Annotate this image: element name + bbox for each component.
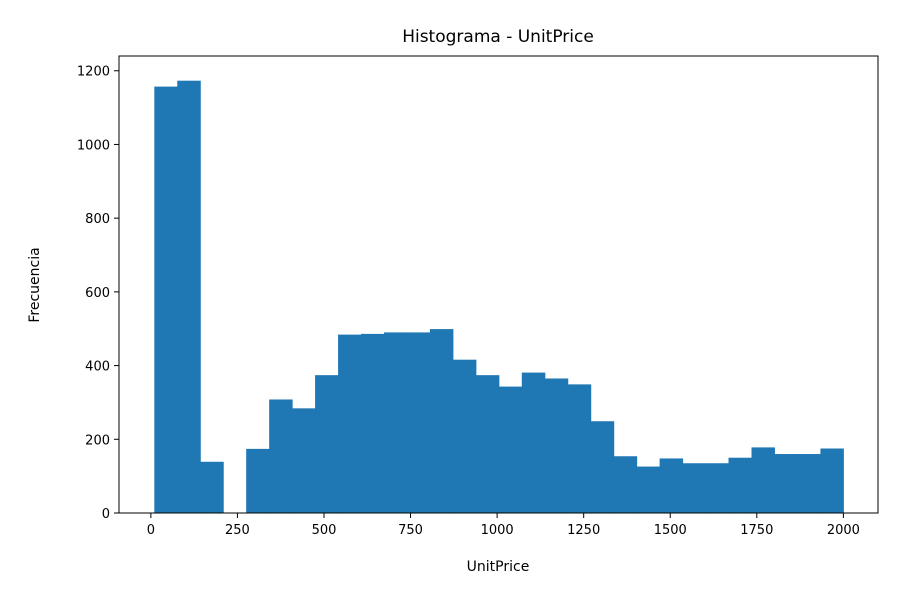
histogram-bar xyxy=(338,334,362,513)
y-tick-label: 800 xyxy=(85,212,110,227)
histogram-bar xyxy=(682,463,707,513)
histogram-bar xyxy=(521,372,546,513)
x-tick-label: 500 xyxy=(312,523,337,538)
histogram-bar xyxy=(636,466,661,513)
histogram-bar xyxy=(498,386,523,513)
y-tick-label: 600 xyxy=(85,286,110,301)
histogram-bar xyxy=(567,384,592,513)
histogram-bar xyxy=(797,454,821,513)
histogram-bar xyxy=(452,359,477,513)
x-tick-label: 0 xyxy=(147,523,155,538)
histogram-bar xyxy=(269,399,293,513)
x-tick-label: 250 xyxy=(225,523,250,538)
histogram-bar xyxy=(154,86,178,514)
y-tick-label: 400 xyxy=(85,360,110,375)
plot-frame xyxy=(118,55,879,514)
x-tick-label: 1750 xyxy=(740,523,773,538)
y-tick-label: 1200 xyxy=(77,65,110,80)
histogram-bar xyxy=(315,375,339,513)
histogram-bar xyxy=(292,408,316,513)
y-axis: 0 200 400 600 800 1000 1200 xyxy=(77,65,119,522)
histogram-bar xyxy=(406,332,431,513)
y-tick-label: 0 xyxy=(102,507,110,522)
histogram-bar xyxy=(774,454,798,513)
chart-title: Histograma - UnitPrice xyxy=(402,27,594,47)
x-tick-label: 1500 xyxy=(654,523,687,538)
x-tick-label: 750 xyxy=(398,523,423,538)
histogram-bar xyxy=(475,375,500,513)
histogram-bar xyxy=(429,329,454,513)
histogram-bar xyxy=(705,463,730,513)
histogram-bar xyxy=(544,378,569,513)
histogram-bar xyxy=(383,332,408,513)
histogram-bar xyxy=(728,457,753,513)
y-tick-label: 200 xyxy=(85,433,110,448)
y-axis-label: Frecuencia xyxy=(27,247,43,322)
x-axis-label: UnitPrice xyxy=(467,559,530,575)
histogram-bar xyxy=(246,448,270,513)
x-tick-label: 1000 xyxy=(481,523,514,538)
histogram-bar xyxy=(361,333,385,513)
y-tick-label: 1000 xyxy=(77,138,110,153)
histogram-bar xyxy=(751,447,775,513)
x-axis: 0 250 500 750 1000 1250 1500 1750 2000 xyxy=(147,513,860,538)
histogram-bar xyxy=(200,461,224,513)
histogram-bar xyxy=(820,448,844,513)
histogram-bar xyxy=(659,458,684,513)
x-tick-label: 2000 xyxy=(827,523,860,538)
x-tick-label: 1250 xyxy=(567,523,600,538)
histogram-bar xyxy=(177,80,201,513)
histogram-bar xyxy=(613,456,638,513)
bars xyxy=(154,80,844,514)
histogram-bar xyxy=(590,421,615,513)
